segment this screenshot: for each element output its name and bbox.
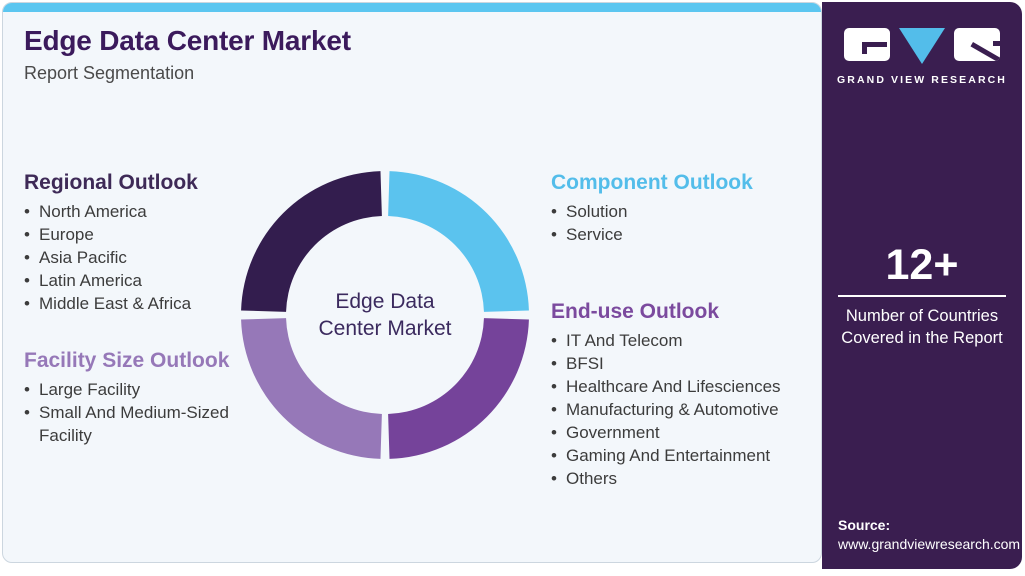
list-item: Middle East & Africa xyxy=(24,292,244,315)
section-component-outlook: Component Outlook SolutionService xyxy=(551,171,821,246)
list-item: North America xyxy=(24,200,244,223)
page-subtitle: Report Segmentation xyxy=(24,63,195,83)
page-title: Edge Data Center Market xyxy=(24,25,351,56)
list-item: Others xyxy=(551,467,821,490)
regional-outlook-list: North AmericaEuropeAsia PacificLatin Ame… xyxy=(24,200,244,315)
list-item: Small And Medium-Sized Facility xyxy=(24,401,244,447)
accent-strip xyxy=(3,3,821,12)
donut-center-label: Edge Data Center Market xyxy=(239,169,531,461)
list-item: Gaming And Entertainment xyxy=(551,444,821,467)
donut-chart: Edge Data Center Market xyxy=(239,169,531,461)
gvr-logo-r-notch xyxy=(993,41,1000,46)
gvr-logo-v-icon xyxy=(899,28,945,64)
report-card: Edge Data Center Market Report Segmentat… xyxy=(2,2,822,563)
component-outlook-title: Component Outlook xyxy=(551,171,753,194)
list-item: Healthcare And Lifesciences xyxy=(551,375,821,398)
section-regional-outlook: Regional Outlook North AmericaEuropeAsia… xyxy=(24,171,244,315)
countries-stat-value: 12+ xyxy=(885,241,959,289)
end-use-outlook-title: End-use Outlook xyxy=(551,300,719,323)
facility-size-outlook-list: Large FacilitySmall And Medium-Sized Fac… xyxy=(24,378,244,447)
gvr-logo-g-icon xyxy=(844,28,890,61)
list-item: Large Facility xyxy=(24,378,244,401)
left-column: Regional Outlook North AmericaEuropeAsia… xyxy=(24,171,244,447)
brand-name: GRAND VIEW RESEARCH xyxy=(837,74,1007,86)
facility-size-outlook-title: Facility Size Outlook xyxy=(24,349,230,372)
gvr-logo-g-stem xyxy=(862,42,867,54)
list-item: Europe xyxy=(24,223,244,246)
countries-stat-caption: Number of Countries Covered in the Repor… xyxy=(841,307,1003,347)
donut-center-label-line1: Edge Data xyxy=(335,290,435,313)
list-item: BFSI xyxy=(551,352,821,375)
countries-stat: 12+ Number of Countries Covered in the R… xyxy=(822,242,1022,349)
component-outlook-list: SolutionService xyxy=(551,200,821,246)
list-item: Solution xyxy=(551,200,821,223)
donut-segment-component-outlook xyxy=(388,171,529,312)
list-item: Service xyxy=(551,223,821,246)
section-end-use-outlook: End-use Outlook IT And TelecomBFSIHealth… xyxy=(551,300,821,490)
list-item: Latin America xyxy=(24,269,244,292)
list-item: Asia Pacific xyxy=(24,246,244,269)
stat-divider xyxy=(838,295,1006,297)
header: Edge Data Center Market Report Segmentat… xyxy=(24,25,351,84)
section-facility-size-outlook: Facility Size Outlook Large FacilitySmal… xyxy=(24,349,244,447)
source-label: Source: xyxy=(838,517,891,533)
source-block: Source: www.grandviewresearch.com xyxy=(838,516,1020,554)
list-item: IT And Telecom xyxy=(551,329,821,352)
donut-segment-regional-outlook xyxy=(241,171,382,312)
source-url-link[interactable]: www.grandviewresearch.com xyxy=(838,536,1021,552)
gvr-logo-glyphs xyxy=(822,28,1022,65)
gvr-logo-r-icon xyxy=(954,28,1000,61)
sidebar: GRAND VIEW RESEARCH 12+ Number of Countr… xyxy=(822,2,1022,569)
end-use-outlook-list: IT And TelecomBFSIHealthcare And Lifesci… xyxy=(551,329,821,490)
gvr-logo: GRAND VIEW RESEARCH xyxy=(822,28,1022,86)
donut-chart-svg xyxy=(241,171,529,459)
gvr-logo-g-slot xyxy=(862,42,887,47)
donut-center-label-line2: Center Market xyxy=(318,317,452,340)
donut-segment-end-use-outlook xyxy=(388,318,529,459)
regional-outlook-title: Regional Outlook xyxy=(24,171,198,194)
list-item: Manufacturing & Automotive xyxy=(551,398,821,421)
donut-segment-facility-size-outlook xyxy=(241,318,382,459)
right-column: Component Outlook SolutionService End-us… xyxy=(551,171,821,490)
list-item: Government xyxy=(551,421,821,444)
